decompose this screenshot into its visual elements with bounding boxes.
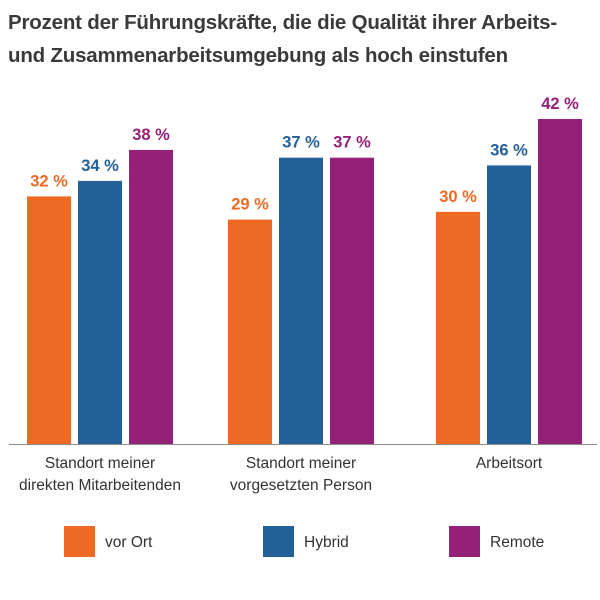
bar-vor-ort-3	[436, 211, 480, 444]
legend-swatch-hybrid	[263, 526, 294, 557]
legend-label-remote: Remote	[490, 534, 544, 551]
value-label-remote-1: 38 %	[132, 126, 170, 144]
bar-remote-1	[129, 149, 173, 444]
value-label-hybrid-3: 36 %	[490, 141, 528, 159]
value-label-remote-2: 37 %	[333, 134, 371, 152]
legend-swatch-remote	[449, 526, 480, 557]
value-label-remote-3: 42 %	[541, 95, 579, 113]
value-label-hybrid-1: 34 %	[81, 157, 119, 175]
bar-remote-2	[330, 157, 374, 444]
bar-vor-ort-1	[27, 196, 71, 444]
category-label-1-line-1: Standort meiner	[45, 455, 155, 472]
bar-remote-3	[538, 119, 582, 444]
legend-label-hybrid: Hybrid	[304, 534, 349, 551]
bar-vor-ort-2	[228, 219, 272, 444]
bar-hybrid-3	[487, 165, 531, 444]
value-label-vor-ort-3: 30 %	[439, 188, 477, 206]
category-label-2-line-2: vorgesetzten Person	[230, 477, 372, 494]
bar-hybrid-1	[78, 180, 122, 444]
legend-label-vor-ort: vor Ort	[105, 534, 153, 551]
value-label-hybrid-2: 37 %	[282, 134, 320, 152]
legend-swatch-vor-ort	[64, 526, 95, 557]
chart-title-line-1: Prozent der Führungskräfte, die die Qual…	[8, 11, 558, 34]
category-label-2-line-1: Standort meiner	[246, 455, 356, 472]
value-label-vor-ort-1: 32 %	[30, 172, 68, 190]
bar-hybrid-2	[279, 157, 323, 444]
category-label-3-line-1: Arbeitsort	[476, 455, 543, 472]
chart-title-line-2: und Zusammenarbeitsumgebung als hoch ein…	[8, 44, 508, 67]
category-label-1-line-2: direkten Mitarbeitenden	[19, 477, 181, 494]
chart-title: Prozent der Führungskräfte, die die Qual…	[8, 6, 598, 72]
value-label-vor-ort-2: 29 %	[231, 196, 269, 214]
